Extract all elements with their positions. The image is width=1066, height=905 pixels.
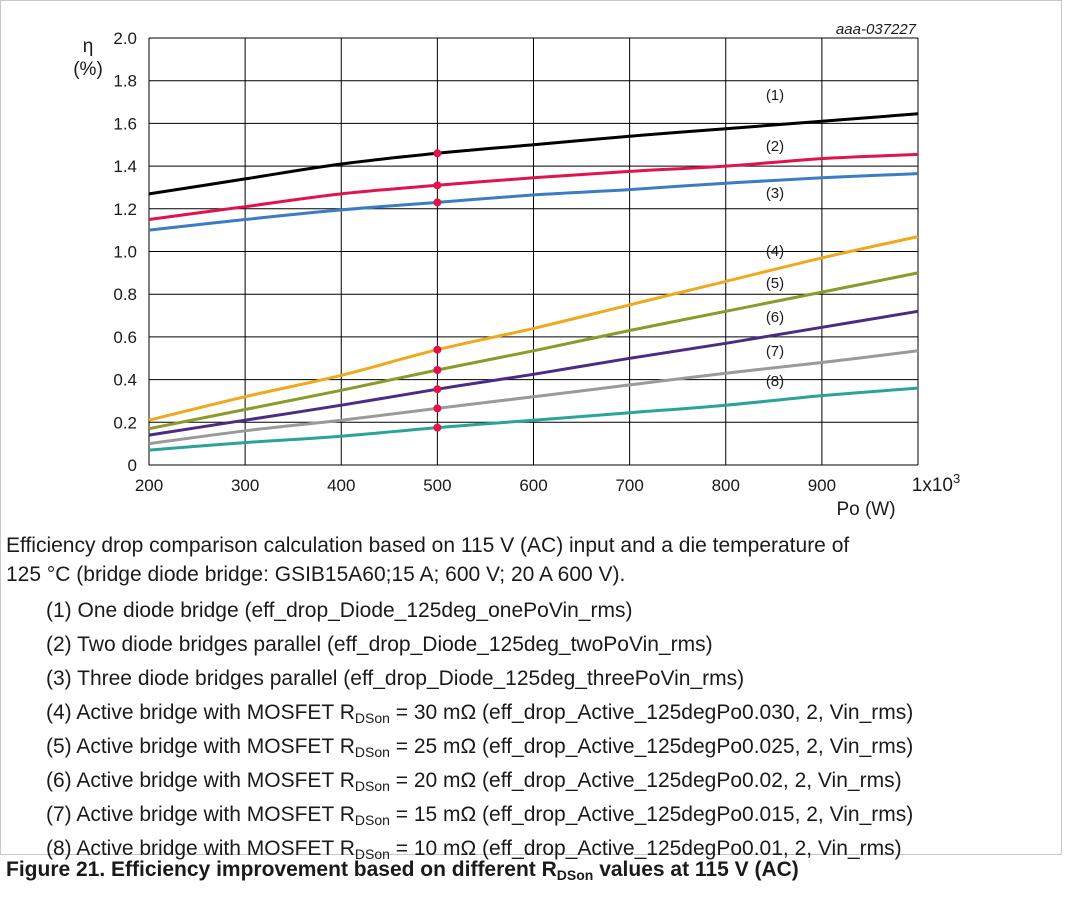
data-marker-3 — [433, 198, 442, 207]
legend-item-4: (4) Active bridge with MOSFET RDSon = 30… — [46, 696, 913, 730]
legend-item-number: (8) — [46, 837, 77, 860]
y-tick-label: 1.0 — [113, 243, 137, 262]
legend-item-number: (2) — [46, 633, 78, 656]
series-line-5 — [148, 271, 919, 431]
x-axis-label: Po (W) — [836, 499, 895, 520]
series-line-1 — [148, 112, 919, 196]
legend-item-5: (5) Active bridge with MOSFET RDSon = 25… — [46, 730, 913, 764]
legend-item-2: (2) Two diode bridges parallel (eff_drop… — [46, 628, 913, 662]
series-label-8: (8) — [766, 373, 784, 390]
y-tick-label: 2.0 — [113, 29, 137, 48]
x-tick-label: 200 — [135, 476, 163, 495]
data-marker-4 — [433, 345, 442, 354]
y-tick-label: 0.6 — [113, 328, 137, 347]
legend-item-number: (1) — [46, 599, 78, 622]
series-line-2 — [148, 152, 919, 221]
data-marker-6 — [433, 385, 442, 394]
legend-item-text: Active bridge with MOSFET R — [76, 735, 355, 758]
legend-item-text: One diode bridge (eff_drop_Diode_125deg_… — [77, 599, 633, 622]
x-tick-label: 900 — [808, 476, 836, 495]
y-tick-label: 0.8 — [113, 285, 137, 304]
legend-item-text: Active bridge with MOSFET R — [76, 769, 355, 792]
data-marker-2 — [433, 181, 442, 190]
legend-item-text-suffix: = 15 mΩ (eff_drop_Active_125degPo0.015, … — [389, 803, 914, 826]
description-line-1: Efficiency drop comparison calculation b… — [6, 534, 850, 557]
legend-item-text: Active bridge with MOSFET R — [76, 701, 355, 724]
legend-item-7: (7) Active bridge with MOSFET RDSon = 15… — [46, 798, 913, 832]
data-markers — [433, 149, 442, 432]
series-line-7 — [148, 349, 919, 446]
legend-item-text-suffix: = 25 mΩ (eff_drop_Active_125degPo0.025, … — [389, 735, 914, 758]
figure-panel — [0, 0, 1062, 855]
series-label-1: (1) — [766, 87, 784, 104]
y-tick-label: 1.4 — [113, 157, 137, 176]
series-label-5: (5) — [766, 275, 784, 292]
legend-item-number: (7) — [46, 803, 77, 826]
legend-item-text-suffix: = 20 mΩ (eff_drop_Active_125degPo0.02, 2… — [389, 769, 902, 792]
legend-item-text: Active bridge with MOSFET R — [76, 837, 355, 860]
series-labels: (1) (2) (3) (4) (5) (6) (7) (8) — [766, 87, 784, 390]
y-tick-label: 0 — [128, 456, 137, 475]
legend-item-subscript: DSon — [354, 778, 390, 794]
legend-item-subscript: DSon — [354, 846, 390, 862]
figure-caption: Figure 21. Efficiency improvement based … — [6, 858, 799, 883]
legend-item-1: (1) One diode bridge (eff_drop_Diode_125… — [46, 594, 913, 628]
series-line-6 — [148, 309, 919, 437]
series-label-7: (7) — [766, 343, 784, 360]
data-marker-1 — [433, 149, 442, 158]
y-tick-label: 1.2 — [113, 200, 137, 219]
legend-item-subscript: DSon — [354, 710, 390, 726]
legend-item-3: (3) Three diode bridges parallel (eff_dr… — [46, 662, 913, 696]
data-marker-5 — [433, 365, 442, 374]
legend-item-text: Two diode bridges parallel (eff_drop_Dio… — [77, 633, 713, 656]
series-label-3: (3) — [766, 185, 784, 202]
y-tick-label: 0.4 — [113, 371, 137, 390]
y-axis-unit: (%) — [73, 59, 103, 80]
legend-item-number: (5) — [46, 735, 77, 758]
x-tick-label: 600 — [519, 476, 547, 495]
data-marker-8 — [433, 423, 442, 432]
series-line-4 — [148, 235, 919, 422]
series-lines — [148, 112, 919, 452]
y-tick-labels: 0 0.2 0.4 0.6 0.8 1.0 1.2 1.4 1.6 1.8 2.0 — [113, 29, 137, 475]
x-tick-label: 700 — [615, 476, 643, 495]
series-line-3 — [148, 172, 919, 232]
chart: aaa-037227 η (%) 0 0.2 0.4 0.6 0.8 1.0 1.2 1.4 1… — [73, 21, 960, 520]
description-line-2: 125 °C (bridge diode bridge: GSIB15A60;1… — [6, 563, 626, 586]
y-axis-symbol: η — [83, 36, 94, 57]
data-marker-7 — [433, 404, 442, 413]
figure-id: aaa-037227 — [836, 21, 917, 38]
legend-item-subscript: DSon — [354, 744, 390, 760]
x-tick-label: 300 — [231, 476, 259, 495]
legend-item-number: (6) — [46, 769, 77, 792]
legend-item-text-suffix: = 30 mΩ (eff_drop_Active_125degPo0.030, … — [389, 701, 914, 724]
x-tick-label: 400 — [327, 476, 355, 495]
legend-item-number: (3) — [46, 667, 78, 690]
series-label-6: (6) — [766, 309, 784, 326]
series-label-4: (4) — [766, 243, 784, 260]
series-line-8 — [148, 386, 919, 452]
y-tick-label: 1.8 — [113, 72, 137, 91]
y-tick-label: 1.6 — [113, 114, 137, 133]
legend-item-8: (8) Active bridge with MOSFET RDSon = 10… — [46, 832, 913, 866]
legend-item-subscript: DSon — [354, 812, 390, 828]
y-tick-label: 0.2 — [113, 413, 137, 432]
description: Efficiency drop comparison calculation b… — [6, 531, 1046, 589]
legend-item-text: Three diode bridges parallel (eff_drop_D… — [77, 667, 745, 690]
legend-item-number: (4) — [46, 701, 77, 724]
x-tick-label: 500 — [423, 476, 451, 495]
x-axis-multiplier: 1x103 — [912, 471, 960, 496]
legend-item-text-suffix: = 10 mΩ (eff_drop_Active_125degPo0.01, 2… — [389, 837, 902, 860]
series-label-2: (2) — [766, 138, 784, 155]
legend-item-text: Active bridge with MOSFET R — [76, 803, 355, 826]
x-tick-label: 800 — [712, 476, 740, 495]
legend-item-6: (6) Active bridge with MOSFET RDSon = 20… — [46, 764, 913, 798]
grid — [148, 37, 919, 466]
x-tick-labels: 200 300 400 500 600 700 800 900 — [135, 476, 836, 495]
legend-list: (1) One diode bridge (eff_drop_Diode_125… — [46, 594, 913, 866]
